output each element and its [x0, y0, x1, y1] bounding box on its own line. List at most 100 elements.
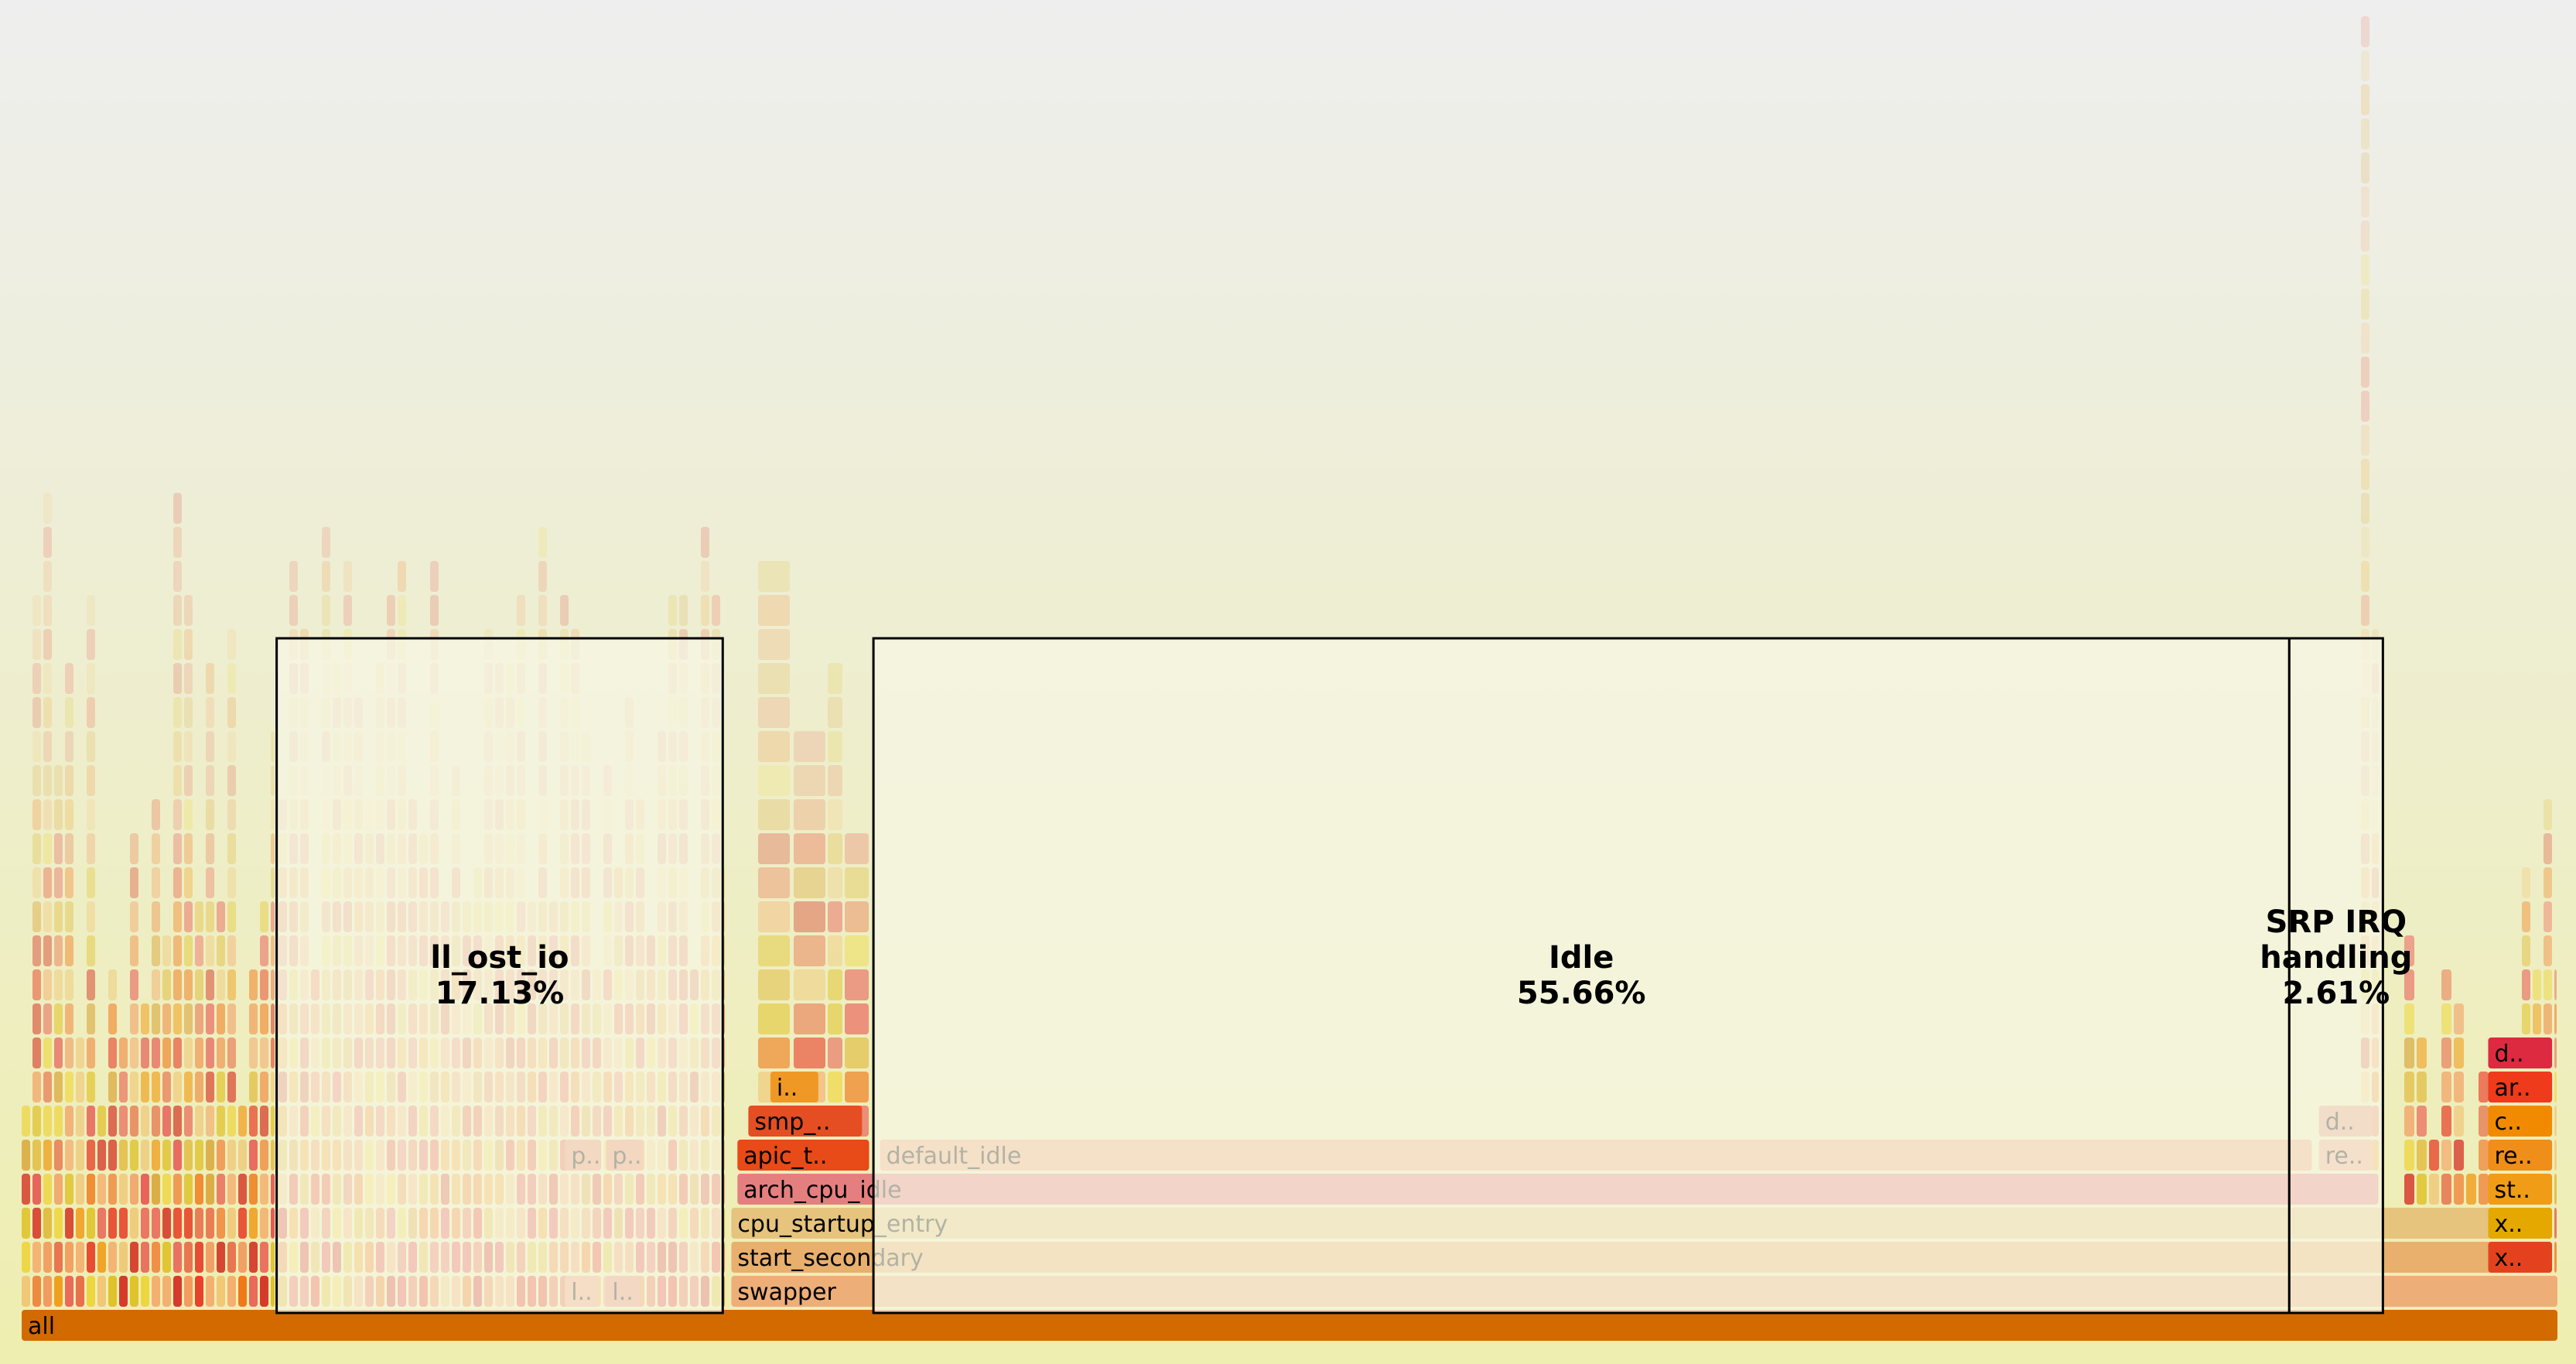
stack-frame	[2454, 1140, 2464, 1171]
stack-frame	[206, 1174, 214, 1205]
stack-frame	[173, 1208, 182, 1239]
stack-frame	[32, 1072, 41, 1102]
stack-frame	[43, 663, 52, 694]
stack-frame	[43, 969, 52, 1000]
stack-frame	[173, 629, 182, 660]
stack-frame	[32, 1276, 41, 1307]
stack-frame	[119, 1174, 128, 1205]
stack-frame	[43, 731, 52, 762]
stack-frame	[271, 1072, 275, 1102]
stack-frame	[217, 1276, 225, 1307]
stack-frame	[227, 1242, 236, 1273]
stack-frame	[32, 765, 41, 796]
stack-frame	[76, 1208, 84, 1239]
stack-frame	[260, 1106, 268, 1137]
stack-frame	[54, 1106, 63, 1137]
stack-frame	[195, 1174, 203, 1205]
stack-frame	[271, 935, 275, 966]
stack-frame	[43, 1208, 52, 1239]
stack-frame	[195, 969, 203, 1000]
stack-frame	[184, 1038, 193, 1068]
stack-frame	[271, 833, 275, 864]
stack-frame	[538, 595, 547, 626]
stack-frame	[173, 1038, 182, 1068]
stack-frame	[758, 969, 790, 1000]
stack-frame	[206, 799, 214, 830]
stack-frame	[701, 595, 709, 626]
stack-frame	[2404, 1003, 2414, 1034]
stack-frame	[398, 595, 406, 626]
stack-frame	[43, 833, 52, 864]
stack-frame	[173, 1174, 182, 1205]
stack-frame	[249, 969, 258, 1000]
stack-frame	[162, 1174, 171, 1205]
stack-frame	[152, 1072, 160, 1102]
stack-frame	[22, 1174, 30, 1205]
stack-frame	[173, 663, 182, 694]
stack-frame	[828, 969, 842, 1000]
stack-frame	[249, 1072, 258, 1102]
stack-frame	[249, 1174, 258, 1205]
stack-frame	[173, 799, 182, 830]
stack-frame	[76, 1038, 84, 1068]
stack-frame	[43, 1140, 52, 1171]
stack-frame	[2429, 1140, 2439, 1171]
stack-frame	[152, 1208, 160, 1239]
stack-frame	[87, 1276, 95, 1307]
stack-frame	[173, 969, 182, 1000]
stack-frame	[2361, 186, 2369, 217]
stack-frame	[173, 833, 182, 864]
stack-frame	[76, 1276, 84, 1307]
frame-label: d..	[2494, 1041, 2523, 1068]
stack-frame	[794, 731, 825, 762]
stack-frame	[54, 799, 63, 830]
stack-frame	[227, 1106, 236, 1137]
stack-frame	[76, 1242, 84, 1273]
stack-frame	[701, 561, 709, 592]
stack-frame	[227, 1003, 236, 1034]
stack-frame	[2361, 50, 2369, 81]
stack-frame	[43, 1242, 52, 1273]
stack-frame	[2361, 323, 2369, 354]
stack-frame	[227, 833, 236, 864]
stack-frame	[119, 1038, 128, 1068]
stack-frame	[97, 1140, 106, 1171]
region-label: ll_ost_io	[430, 940, 569, 976]
stack-frame	[271, 1003, 275, 1034]
stack-frame	[87, 697, 95, 728]
stack-frame	[32, 1003, 41, 1034]
stack-frame	[828, 765, 842, 796]
stack-frame	[387, 595, 395, 626]
stack-frame	[32, 1208, 41, 1239]
stack-frame	[97, 1106, 106, 1137]
stack-frame	[32, 1140, 41, 1171]
stack-frame	[184, 663, 193, 694]
stack-frame	[2454, 1106, 2464, 1137]
stack-frame	[322, 595, 330, 626]
stack-frame	[43, 1038, 52, 1068]
stack-frame	[2554, 969, 2557, 1000]
frame-label: apic_t..	[743, 1143, 827, 1170]
region-box	[2287, 637, 2384, 1314]
stack-frame	[65, 867, 73, 898]
stack-frame	[679, 595, 688, 626]
stack-frame	[2454, 1072, 2464, 1102]
stack-frame	[119, 1106, 128, 1137]
stack-frame	[43, 867, 52, 898]
stack-frame	[238, 1140, 247, 1171]
stack-frame	[162, 969, 171, 1000]
stack-frame	[184, 629, 193, 660]
stack-frame	[227, 901, 236, 932]
stack-frame	[32, 1038, 41, 1068]
stack-frame	[2361, 84, 2369, 115]
stack-frame	[195, 1140, 203, 1171]
stack-frame	[119, 1140, 128, 1171]
stack-frame	[152, 1276, 160, 1307]
stack-frame	[54, 833, 63, 864]
stack-frame	[32, 969, 41, 1000]
stack-frame	[108, 1038, 117, 1068]
stack-frame	[2522, 901, 2530, 932]
stack-frame	[152, 1106, 160, 1137]
stack-frame	[206, 901, 214, 932]
